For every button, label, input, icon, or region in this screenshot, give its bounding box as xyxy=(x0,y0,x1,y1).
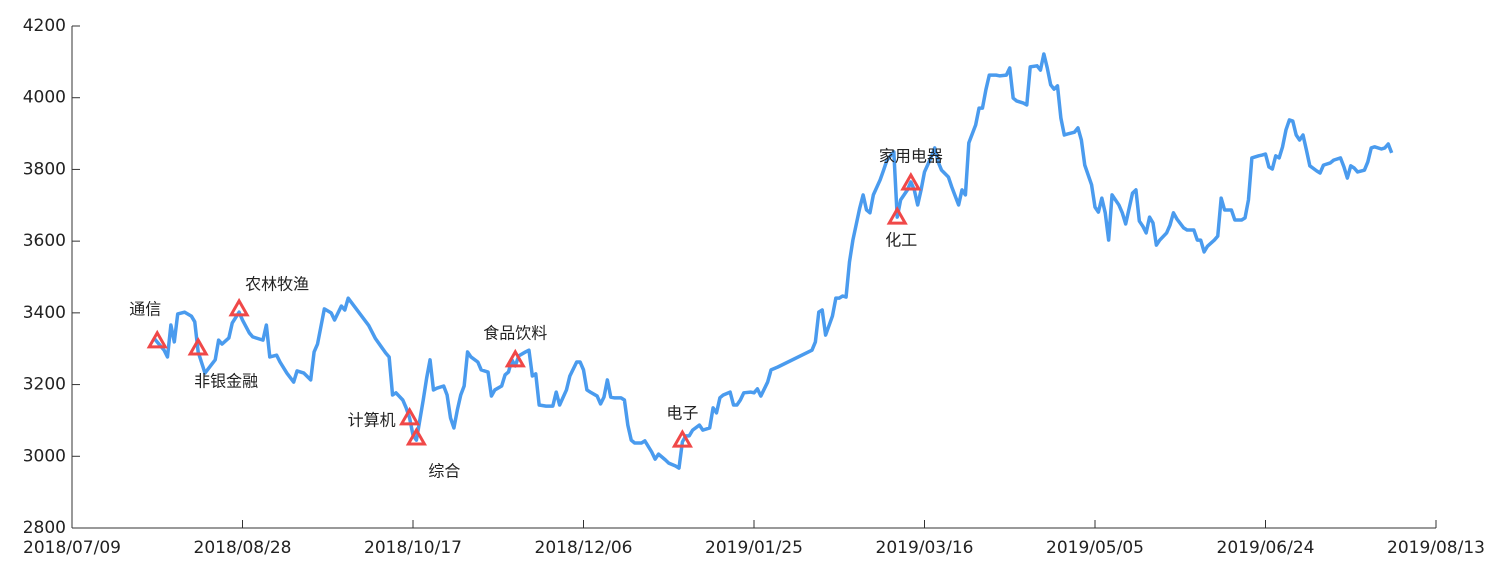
y-tick-label: 3200 xyxy=(23,375,66,395)
y-tick-label: 3600 xyxy=(23,231,66,251)
annotation-marker xyxy=(671,429,693,448)
annotation-label: 计算机 xyxy=(348,410,396,429)
x-tick-label: 2018/12/06 xyxy=(535,538,633,558)
annotation-marker xyxy=(886,206,908,225)
x-tick-label: 2018/10/17 xyxy=(364,538,462,558)
x-tick-label: 2018/08/28 xyxy=(194,538,292,558)
annotation-marker xyxy=(504,348,526,368)
annotation-label: 农林牧渔 xyxy=(245,274,309,293)
price-line xyxy=(152,52,1394,470)
y-tick-label: 2800 xyxy=(23,518,66,538)
x-tick-label: 2019/06/24 xyxy=(1217,538,1315,558)
annotation-marker xyxy=(900,172,922,191)
y-tick-label: 4200 xyxy=(23,16,66,36)
annotation-marker xyxy=(399,406,421,426)
annotation-marker xyxy=(405,426,427,446)
y-tick-label: 3800 xyxy=(23,159,66,179)
x-tick-label: 2019/01/25 xyxy=(705,538,803,558)
annotation-label: 电子 xyxy=(666,404,698,423)
annotation-label: 食品饮料 xyxy=(483,323,547,342)
x-tick-label: 2019/08/13 xyxy=(1387,538,1485,558)
annotation-label: 家用电器 xyxy=(879,147,943,166)
annotation-marker xyxy=(187,336,209,356)
annotation-label: 通信 xyxy=(129,299,161,318)
annotation-marker xyxy=(146,329,168,349)
x-tick-label: 2019/03/16 xyxy=(876,538,974,558)
y-tick-label: 3400 xyxy=(23,303,66,323)
annotation-label: 综合 xyxy=(428,461,460,480)
annotation-label: 非银金融 xyxy=(194,371,258,390)
annotation-label: 化工 xyxy=(885,231,917,250)
x-tick-label: 2018/07/09 xyxy=(23,538,121,558)
y-tick-label: 3000 xyxy=(23,446,66,466)
annotation-marker xyxy=(228,297,250,317)
x-tick-label: 2019/05/05 xyxy=(1046,538,1144,558)
y-tick-label: 4000 xyxy=(23,88,66,108)
